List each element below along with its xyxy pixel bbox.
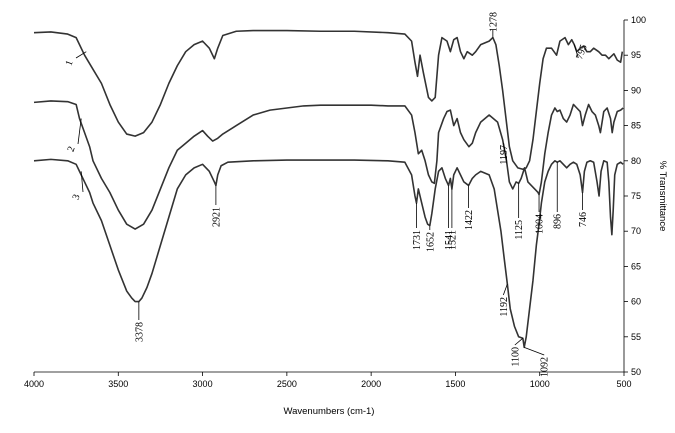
axes: [34, 20, 625, 373]
x-tick-label: 2000: [361, 379, 381, 389]
peak-label: 1100: [510, 347, 521, 367]
peak-label: 1278: [488, 12, 499, 32]
x-tick-label: 500: [616, 379, 631, 389]
peak-label: 3378: [134, 322, 145, 342]
peak-leader: [502, 283, 508, 296]
y-tick-label: 80: [631, 156, 641, 166]
peak-label: 1521: [447, 230, 458, 250]
peak-label: 1422: [464, 210, 475, 230]
y-tick-label: 70: [631, 226, 641, 236]
peak-leader: [503, 142, 507, 161]
series-group: [33, 29, 624, 349]
peak-label: 1197: [499, 145, 510, 165]
peak-leader: [573, 44, 579, 59]
peak-label: 1652: [425, 232, 436, 252]
peak-leader: [524, 346, 545, 356]
y-tick-label: 60: [631, 297, 641, 307]
y-tick-label: 85: [631, 121, 641, 131]
x-tick-label: 1000: [530, 379, 550, 389]
curve-label: 2: [66, 145, 78, 153]
peak-label: 1192: [499, 297, 510, 317]
spectrum-line-3: [33, 158, 624, 349]
curve-label-leader: [77, 118, 82, 145]
x-ticks: 4000 3500 3000 2500 2000 1500 1000 500: [24, 372, 632, 389]
x-tick-label: 2500: [277, 379, 297, 389]
peak-label: 1731: [412, 230, 423, 250]
curve-label-leader: [80, 171, 84, 193]
curve-label: 1: [64, 59, 76, 67]
curve-label: 3: [71, 193, 83, 201]
spectrum-line-2: [33, 100, 624, 230]
y-tick-label: 50: [631, 367, 641, 377]
peak-label: 746: [578, 212, 589, 227]
peak-label: 1092: [540, 357, 551, 377]
peak-label: 2921: [211, 207, 222, 227]
peak-leader: [514, 337, 524, 346]
spectrum-line-1: [33, 29, 624, 171]
y-tick-label: 75: [631, 191, 641, 201]
peak-label: 1125: [514, 220, 525, 240]
curve-labels: 1 2 3: [64, 51, 87, 201]
y-axis-title: % Transmittance: [657, 161, 668, 232]
y-tick-label: 55: [631, 332, 641, 342]
peak-label: 795: [574, 43, 589, 61]
peak-label: 1004: [535, 214, 546, 234]
peak-label: 896: [553, 214, 564, 229]
y-tick-label: 100: [631, 15, 646, 25]
x-tick-label: 4000: [24, 379, 44, 389]
x-axis-title: Wavenumbers (cm-1): [284, 406, 375, 417]
peak-label: 1541: [444, 230, 455, 250]
x-tick-label: 3500: [108, 379, 128, 389]
y-tick-label: 95: [631, 50, 641, 60]
x-tick-label: 3000: [193, 379, 213, 389]
curve-label-leader: [75, 51, 87, 59]
y-tick-label: 65: [631, 261, 641, 271]
peak-labels: 1278 795 1197 1125 1004 896 746 2921 1731 1652 154…: [134, 12, 589, 377]
y-tick-label: 90: [631, 85, 641, 95]
y-ticks: 50 55 60 65 70 75 80 85 90 95 100: [624, 15, 646, 377]
x-tick-label: 1500: [445, 379, 465, 389]
